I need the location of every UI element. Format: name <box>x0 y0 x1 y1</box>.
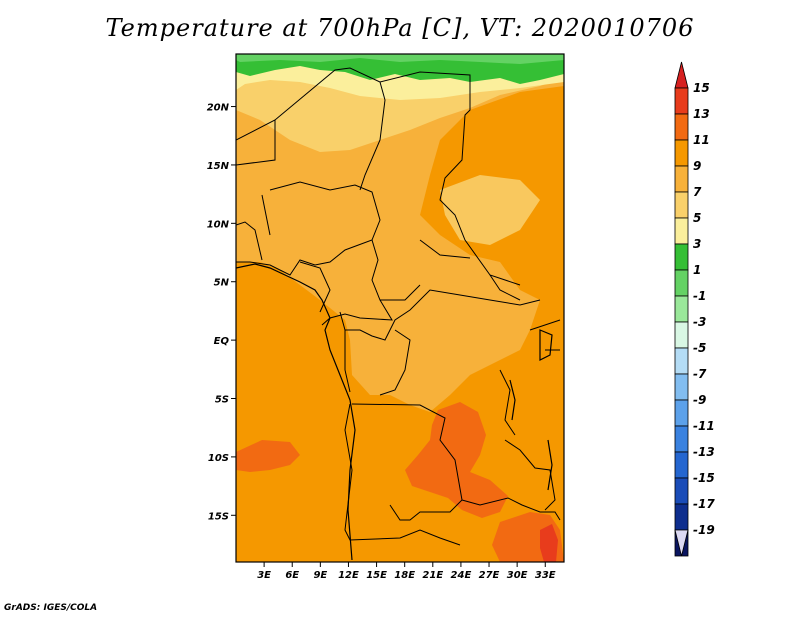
temperature-field <box>236 54 564 562</box>
y-tick-label: 15N <box>207 161 230 172</box>
colorbar-label: -9 <box>693 393 706 407</box>
colorbar-swatch <box>674 243 689 271</box>
country-borders <box>236 67 561 546</box>
region-11-13-atlantic <box>236 440 300 472</box>
colorbar-label: 1 <box>693 263 701 277</box>
y-axis: 20N 15N 10N 5N EQ 5S 10S 15S <box>207 103 236 522</box>
x-tick-label: 9E <box>313 570 327 581</box>
region-patch-central <box>440 175 540 245</box>
colorbar-swatch <box>674 191 689 219</box>
colorbar-label: -15 <box>693 471 715 485</box>
colorbar-label: -11 <box>693 419 715 433</box>
colorbar-label: -3 <box>693 315 706 329</box>
y-tick-label: 5S <box>215 395 229 406</box>
colorbar-label: 7 <box>693 185 702 199</box>
colorbar-label: -17 <box>693 497 715 511</box>
colorbar-swatch <box>674 269 689 297</box>
colorbar-label: 13 <box>693 107 710 121</box>
colorbar: 15 13 11 9 7 5 3 1 -1 -3 -5 -7 -9 -11 -13 -15 -17 -19 <box>674 61 715 557</box>
colorbar-label: -7 <box>693 367 707 381</box>
x-tick-label: 21E <box>422 570 443 581</box>
chart-title: Temperature at 700hPa [C], VT: 202001070… <box>105 14 695 42</box>
colorbar-swatch <box>674 87 689 115</box>
y-tick-label: 5N <box>214 278 230 289</box>
x-tick-label: 33E <box>535 570 556 581</box>
colorbar-swatch <box>674 321 689 349</box>
colorbar-label: -5 <box>693 341 706 355</box>
x-tick-label: 18E <box>394 570 415 581</box>
colorbar-swatch <box>674 425 689 453</box>
region-neg1-1 <box>236 54 564 64</box>
y-tick-label: 15S <box>208 511 229 522</box>
colorbar-label: 11 <box>693 133 710 147</box>
credit-text: GrADS: IGES/COLA <box>4 603 98 613</box>
x-axis: 3E 6E 9E 12E 15E 18E 21E 24E 27E 30E 33E <box>257 562 556 581</box>
colorbar-swatch <box>674 503 689 531</box>
colorbar-label: -1 <box>693 289 706 303</box>
colorbar-swatch <box>674 139 689 167</box>
x-tick-label: 12E <box>338 570 359 581</box>
colorbar-label: 9 <box>693 159 701 173</box>
colorbar-label: 15 <box>693 81 710 95</box>
coastline <box>236 263 553 561</box>
plot-frame <box>235 53 565 563</box>
colorbar-swatch <box>674 113 689 141</box>
y-tick-label: EQ <box>214 336 230 347</box>
colorbar-arrow-top <box>674 61 689 89</box>
colorbar-label: -13 <box>693 445 715 459</box>
x-tick-label: 3E <box>257 570 271 581</box>
x-tick-label: 15E <box>366 570 387 581</box>
colorbar-swatch <box>674 373 689 401</box>
x-tick-label: 24E <box>451 570 472 581</box>
colorbar-swatch <box>674 451 689 479</box>
y-tick-label: 20N <box>207 103 230 114</box>
region-13-15-spot <box>540 524 558 562</box>
colorbar-swatch <box>674 217 689 245</box>
y-tick-label: 10S <box>208 453 229 464</box>
colorbar-swatch <box>674 477 689 505</box>
x-tick-label: 6E <box>285 570 299 581</box>
colorbar-swatch <box>674 399 689 427</box>
region-11-13-zambia <box>405 402 508 518</box>
colorbar-swatch <box>674 295 689 323</box>
x-tick-label: 30E <box>507 570 528 581</box>
colorbar-label: -19 <box>693 523 715 537</box>
x-tick-label: 27E <box>479 570 500 581</box>
y-tick-label: 10N <box>207 219 230 230</box>
colorbar-label: 3 <box>693 237 701 251</box>
colorbar-label: 5 <box>693 211 701 225</box>
colorbar-arrow-bottom <box>674 529 689 557</box>
colorbar-swatch <box>674 165 689 193</box>
colorbar-swatch <box>674 347 689 375</box>
